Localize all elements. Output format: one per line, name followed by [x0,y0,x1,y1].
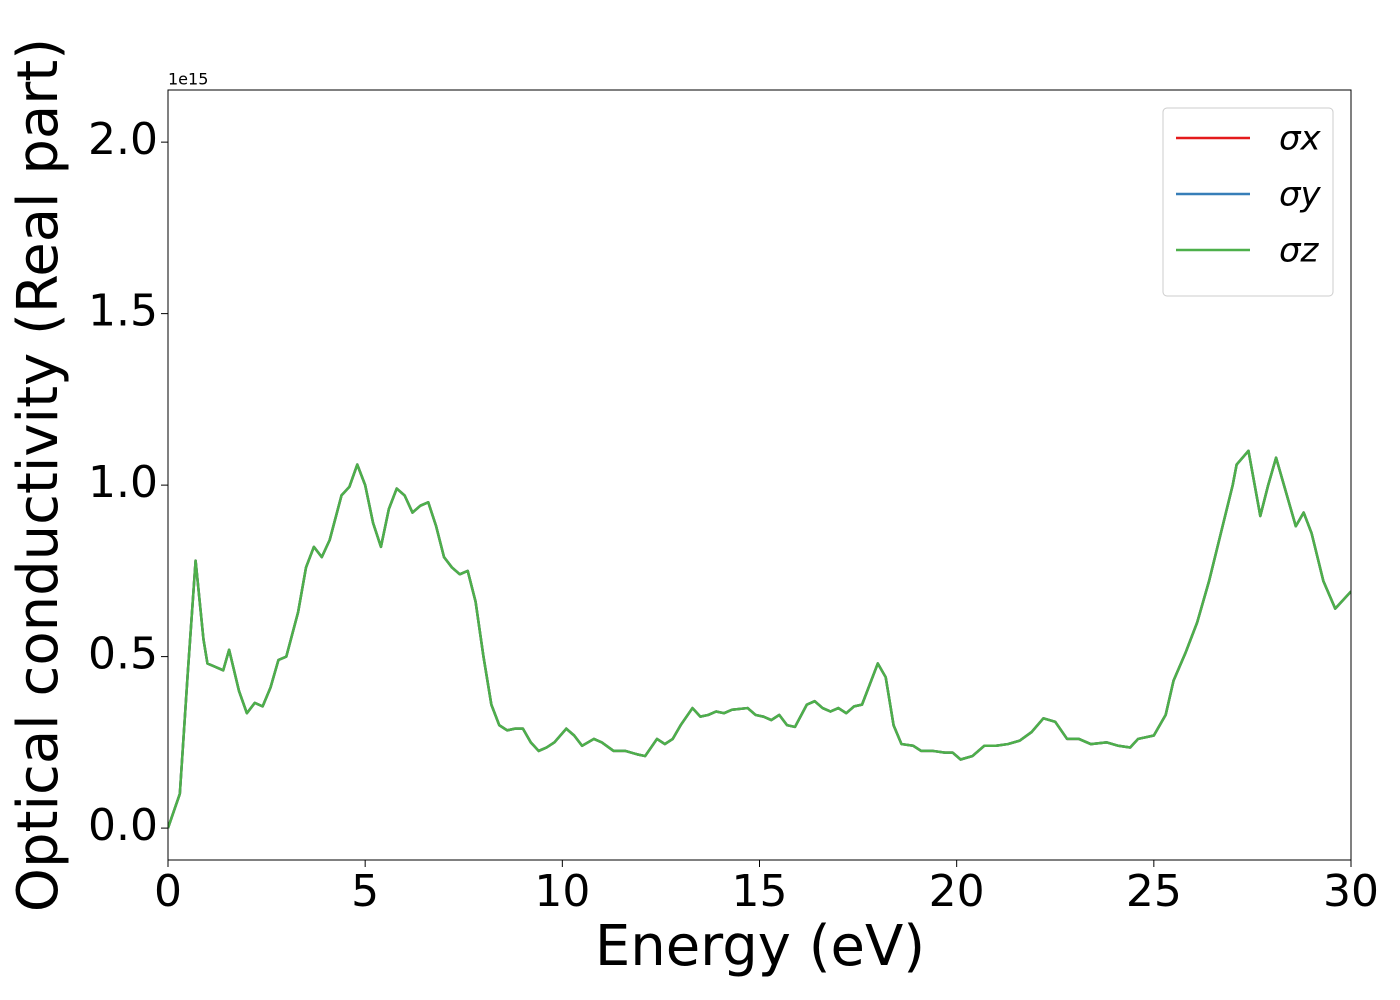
y-tick-label: 1.0 [88,457,158,508]
y-tick-label: 0.0 [88,800,158,851]
y-tick-label: 1.5 [88,286,158,337]
x-tick-label: 20 [929,866,985,917]
x-tick-label: 30 [1323,866,1379,917]
legend-label: σx [1279,119,1322,159]
legend-label: σy [1279,175,1322,215]
y-tick-label: 0.5 [88,629,158,680]
x-tick-label: 5 [351,866,379,917]
x-tick-label: 15 [732,866,788,917]
series-line [168,449,1351,829]
y-offset-label: 1e15 [168,70,208,89]
series-line [168,449,1351,829]
x-tick-label: 0 [154,866,182,917]
x-axis-label: Energy (eV) [595,914,925,979]
y-tick-label: 2.0 [88,114,158,165]
x-tick-label: 25 [1126,866,1182,917]
plot-frame [167,89,1352,861]
series-line [168,449,1351,829]
x-tick-label: 10 [534,866,590,917]
y-axis-label: Optical conductivity (Real part) [6,38,71,912]
legend-label: σz [1279,231,1320,271]
